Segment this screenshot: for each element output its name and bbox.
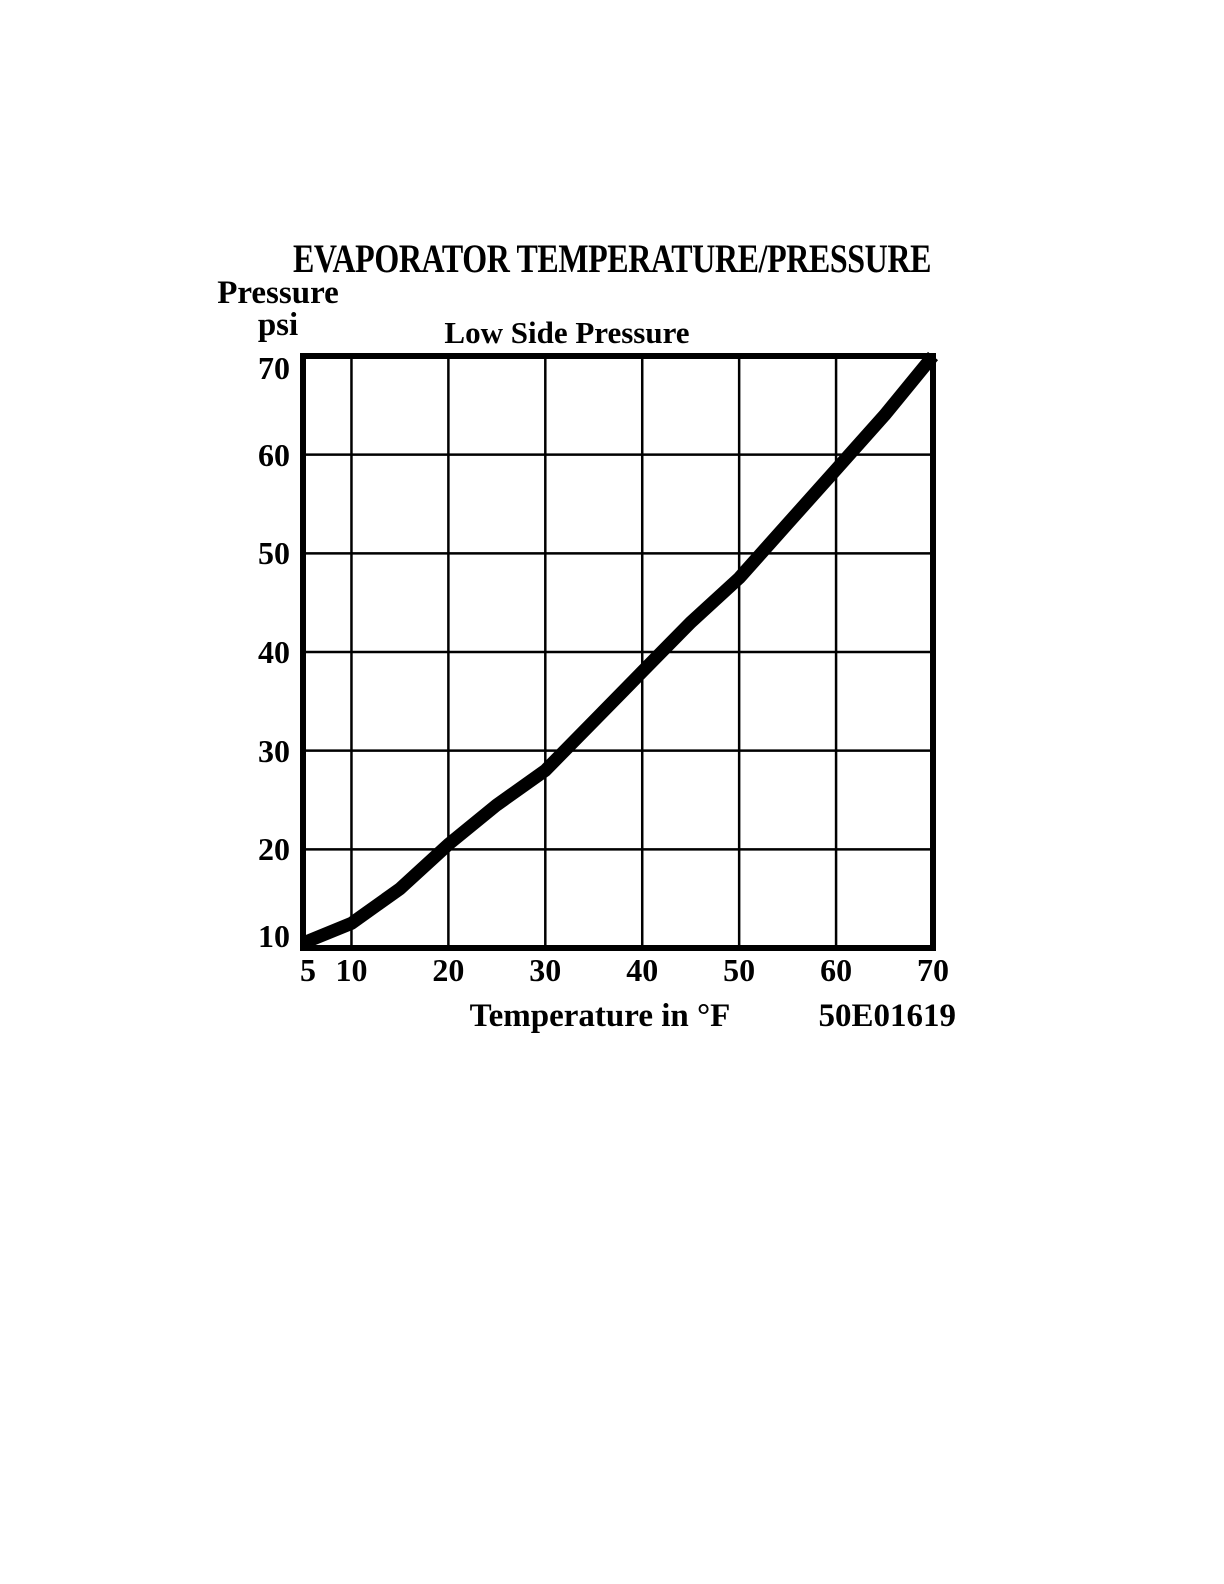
y-tick-label: 70	[258, 350, 290, 386]
x-tick-label: 60	[820, 952, 853, 988]
x-tick-label: 10	[335, 952, 368, 988]
y-tick-label: 30	[258, 732, 290, 769]
y-tick-label: 60	[258, 436, 290, 473]
x-tick-label: 70	[917, 952, 949, 988]
x-tick-label: 40	[626, 952, 659, 988]
x-tick-label: 5	[300, 952, 316, 988]
chart-subtitle: Low Side Pressure	[444, 315, 690, 350]
y-tick-label: 40	[258, 634, 290, 670]
x-axis-title: Temperature in °F	[469, 998, 731, 1034]
chart-title: EVAPORATOR TEMPERATURE/PRESSURE	[292, 236, 932, 281]
figure-number: 50E01619	[818, 998, 956, 1034]
y-axis-title: Pressure psi	[212, 275, 344, 343]
y-tick-label: 50	[258, 535, 290, 572]
pressure-curve	[300, 351, 939, 950]
y-tick-label: 20	[258, 831, 290, 868]
x-tick-label: 30	[529, 952, 562, 988]
plot-border	[300, 353, 936, 951]
y-axis-title-line2: psi	[257, 307, 299, 343]
x-tick-label: 50	[723, 952, 756, 988]
x-tick-label: 20	[432, 952, 465, 988]
y-tick-label: 10	[258, 918, 290, 954]
y-axis-title-line1: Pressure	[217, 275, 339, 311]
